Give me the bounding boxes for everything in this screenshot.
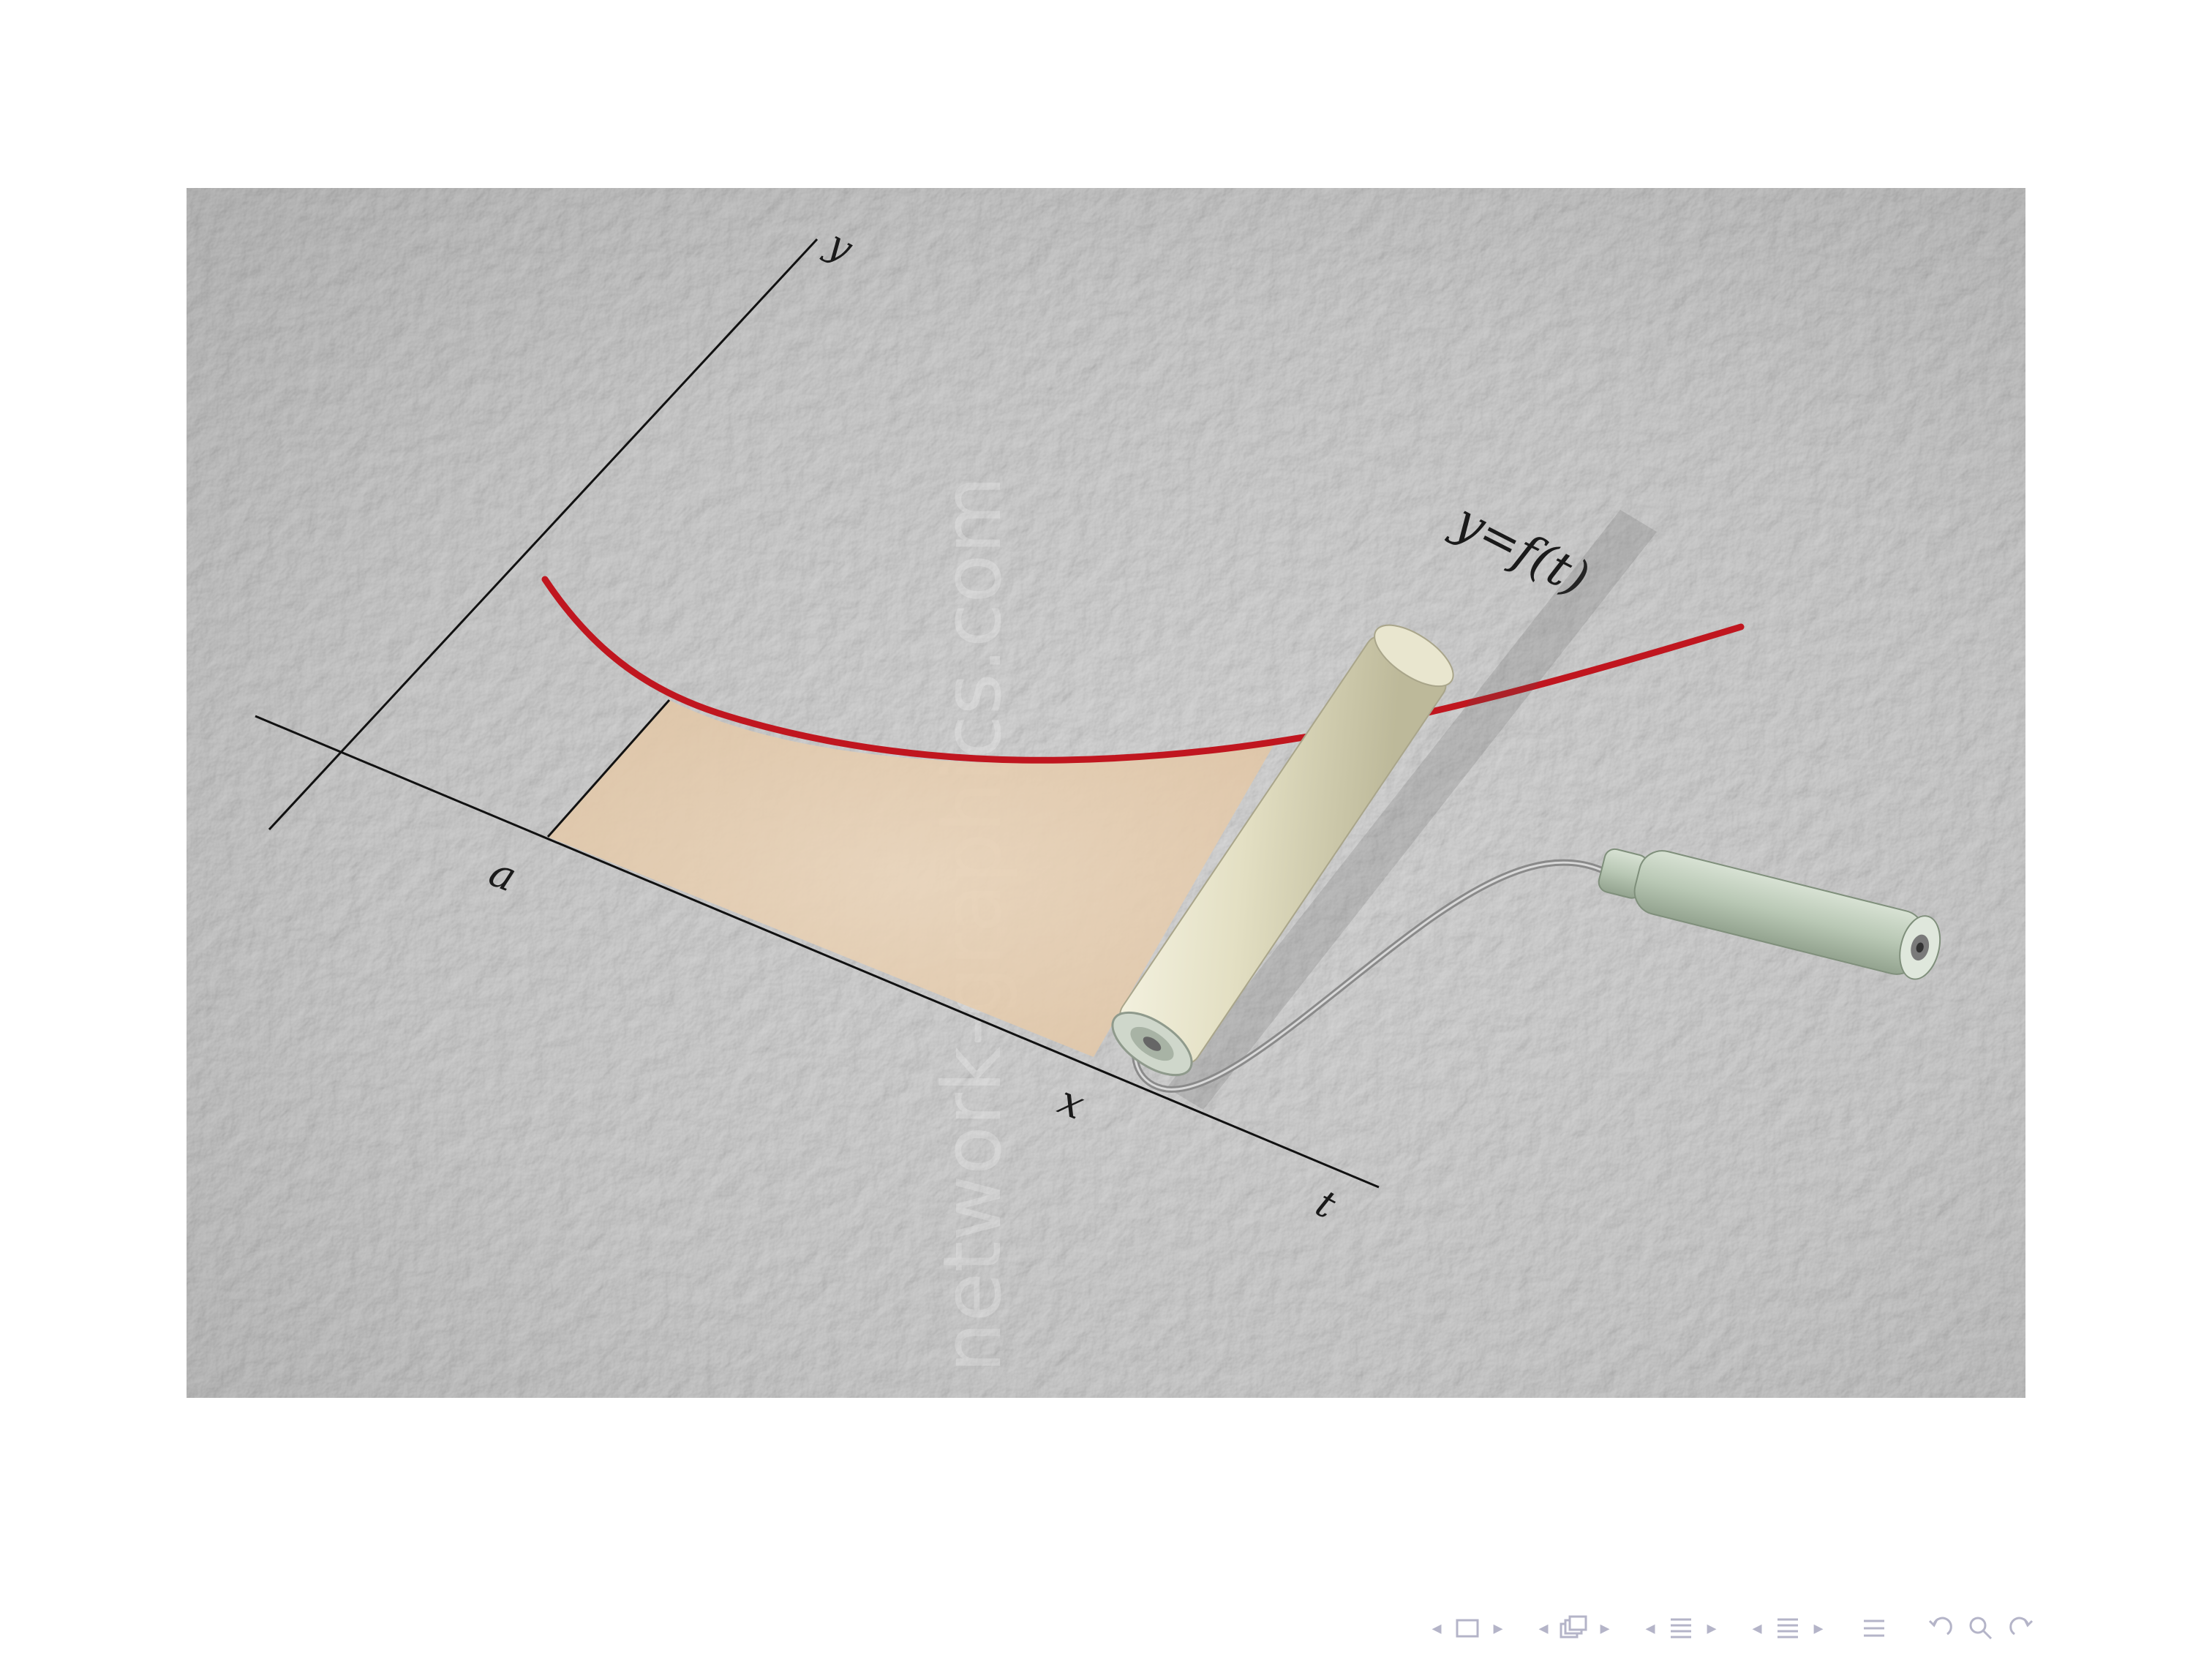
figure-panel: network-graphics.com y t a x y=f(t) [187, 188, 2025, 1398]
appendix-icon[interactable] [1854, 1611, 1895, 1646]
next-slide-arrow-icon[interactable]: ▸ [1493, 1617, 1503, 1639]
t-axis [255, 715, 1380, 1189]
stacked-frames-icon[interactable] [1554, 1611, 1595, 1646]
next-subsection-arrow-icon[interactable]: ▸ [1813, 1617, 1824, 1639]
roller-shadow [1167, 510, 1657, 1110]
search [1919, 1611, 2042, 1646]
appendix [1854, 1611, 1895, 1646]
handle-grip [1598, 848, 1941, 980]
prev-frame-arrow-icon[interactable]: ◂ [1538, 1617, 1549, 1639]
curve [541, 576, 1745, 764]
frame-icon[interactable] [1447, 1611, 1488, 1646]
subsection-nav: ◂ ▸ [1747, 1611, 1829, 1646]
section-list-icon[interactable] [1660, 1611, 1701, 1646]
next-section-arrow-icon[interactable]: ▸ [1707, 1617, 1717, 1639]
next-frame-arrow-icon[interactable]: ▸ [1600, 1617, 1610, 1639]
prev-section-arrow-icon[interactable]: ◂ [1645, 1617, 1655, 1639]
shaded-area [548, 700, 1276, 1057]
undo-icon[interactable] [1919, 1611, 1960, 1646]
roller-cover [1111, 624, 1454, 1077]
lower-limit-line [546, 699, 671, 838]
redo-icon[interactable] [2001, 1611, 2042, 1646]
prev-subsection-arrow-icon[interactable]: ◂ [1752, 1617, 1762, 1639]
navigation-bar: ◂ ▸ ◂ ▸ ◂ [1426, 1608, 2194, 1649]
prev-slide-arrow-icon[interactable]: ◂ [1432, 1617, 1442, 1639]
section-nav: ◂ ▸ [1640, 1611, 1722, 1646]
subsection-list-icon[interactable] [1767, 1611, 1808, 1646]
frame-nav: ◂ ▸ [1533, 1611, 1615, 1646]
roller-wire-highlight [1133, 861, 1614, 1091]
search-icon[interactable] [1960, 1611, 2001, 1646]
paint-roller [1111, 510, 1941, 1110]
slide-nav: ◂ ▸ [1426, 1611, 1508, 1646]
y-axis [268, 238, 819, 831]
accumulation-diagram: network-graphics.com y t a x y=f(t) [187, 188, 2025, 1398]
